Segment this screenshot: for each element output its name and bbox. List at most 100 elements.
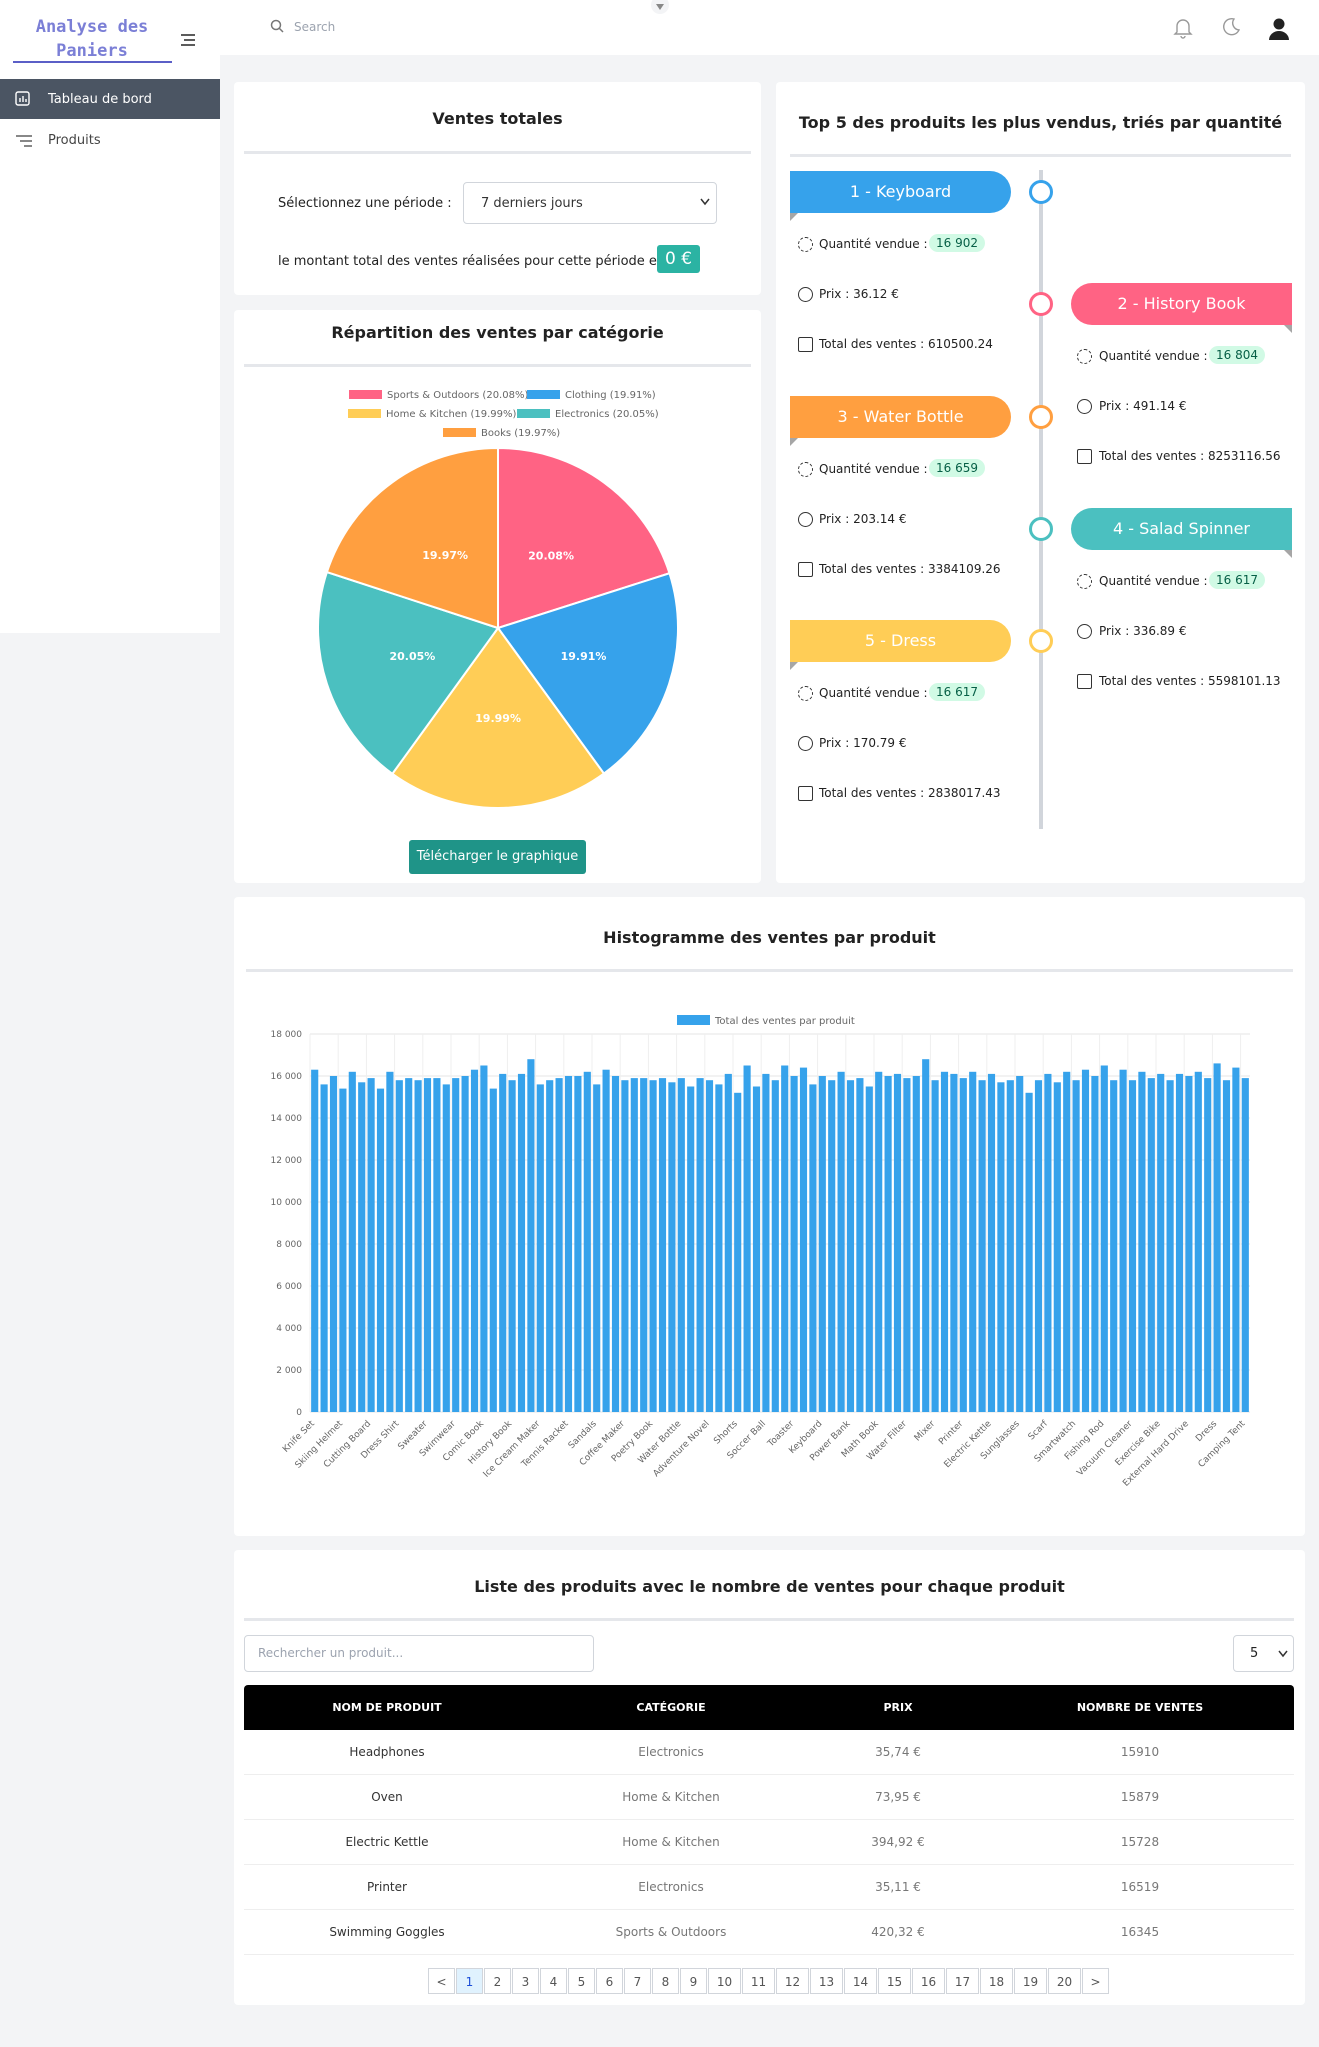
- bar: [959, 1078, 967, 1412]
- bar: [865, 1086, 873, 1412]
- search-icon: [270, 19, 284, 33]
- price-icon: [798, 736, 813, 751]
- page-button[interactable]: 15: [878, 1968, 911, 1994]
- bar: [358, 1082, 366, 1412]
- page-button[interactable]: >: [1082, 1968, 1109, 1994]
- y-tick-label: 2 000: [276, 1366, 302, 1376]
- product-search[interactable]: [244, 1635, 594, 1672]
- page-button[interactable]: 11: [742, 1968, 775, 1994]
- rank-tab: [790, 662, 798, 670]
- legend-label: Total des ventes par produit: [714, 1016, 855, 1027]
- download-button[interactable]: Télécharger le graphique: [409, 840, 586, 874]
- y-tick-label: 8 000: [276, 1240, 302, 1250]
- price-icon: [1077, 399, 1092, 414]
- notification-icon[interactable]: [1172, 16, 1194, 40]
- x-tick-label: Mixer: [913, 1419, 938, 1444]
- menu-toggle[interactable]: [180, 32, 198, 48]
- page-button[interactable]: 17: [946, 1968, 979, 1994]
- page-button[interactable]: 4: [540, 1968, 567, 1994]
- page-button[interactable]: 13: [810, 1968, 843, 1994]
- page-button[interactable]: 2: [484, 1968, 511, 1994]
- period-select[interactable]: [463, 182, 717, 224]
- legend-swatch: [348, 409, 381, 418]
- bar: [367, 1078, 375, 1412]
- table-cell: 73,95 €: [875, 1790, 921, 1804]
- bar: [536, 1084, 544, 1412]
- page-button[interactable]: 16: [912, 1968, 945, 1994]
- bar: [564, 1076, 573, 1412]
- bar: [884, 1076, 892, 1412]
- bar: [621, 1080, 629, 1412]
- rank-tab: [790, 438, 798, 446]
- timeline-dot: [1029, 629, 1053, 653]
- table-cell: 15910: [1120, 1745, 1160, 1759]
- period-label: Sélectionnez une période :: [278, 196, 452, 211]
- menu-label[interactable]: Tableau de bord: [48, 92, 152, 107]
- bar: [508, 1080, 516, 1412]
- page-button[interactable]: 3: [512, 1968, 539, 1994]
- total-icon: [1077, 449, 1092, 464]
- period-value: 7 derniers jours: [481, 196, 583, 211]
- bar: [1241, 1078, 1249, 1412]
- bar: [658, 1078, 667, 1412]
- page-button[interactable]: 7: [624, 1968, 651, 1994]
- bar: [1147, 1078, 1155, 1412]
- total-icon: [798, 786, 813, 801]
- price-icon: [798, 287, 813, 302]
- page-button[interactable]: 12: [776, 1968, 809, 1994]
- divider: [790, 154, 1291, 157]
- page-button[interactable]: 19: [1014, 1968, 1047, 1994]
- bar: [856, 1078, 864, 1412]
- legend-swatch: [527, 390, 560, 399]
- table-cell: 15728: [1120, 1835, 1160, 1849]
- bar: [752, 1086, 761, 1412]
- page-button[interactable]: 14: [844, 1968, 877, 1994]
- menu-item-active[interactable]: [0, 79, 220, 119]
- page-button[interactable]: 8: [652, 1968, 679, 1994]
- bar: [329, 1076, 338, 1412]
- page-size-value: 5: [1250, 1646, 1259, 1661]
- bar: [978, 1080, 986, 1412]
- page-button[interactable]: 5: [568, 1968, 595, 1994]
- user-avatar[interactable]: [1264, 13, 1294, 43]
- timeline-dot: [1029, 292, 1053, 316]
- legend-swatch: [443, 428, 476, 437]
- dark-mode-icon[interactable]: [1220, 16, 1242, 38]
- bar: [837, 1071, 845, 1412]
- quantity-label: Quantité vendue :: [1099, 349, 1208, 363]
- y-tick-label: 6 000: [276, 1282, 302, 1292]
- menu-label[interactable]: Produits: [48, 133, 101, 148]
- total-text: Total des ventes : 5598101.13: [1099, 674, 1281, 688]
- page-button[interactable]: 20: [1048, 1968, 1081, 1994]
- column-header: NOMBRE DE VENTES: [1076, 1701, 1204, 1714]
- bar: [527, 1059, 535, 1412]
- y-tick-label: 12 000: [271, 1156, 303, 1166]
- search-input[interactable]: Search: [294, 20, 336, 34]
- slice-label: 19.99%: [475, 712, 521, 725]
- page-button[interactable]: 6: [596, 1968, 623, 1994]
- table-cell: 35,74 €: [875, 1745, 921, 1759]
- table-cell: 35,11 €: [875, 1880, 921, 1894]
- bar: [470, 1069, 479, 1412]
- bar-chart: 0 2 000 4 000 6 000 8 000 10 000 12 000 14 000 1…: [271, 1015, 1250, 1489]
- table-cell: Printer: [367, 1880, 407, 1894]
- y-tick-label: 18 000: [271, 1030, 303, 1040]
- page-button[interactable]: 10: [708, 1968, 741, 1994]
- y-tick-label: 16 000: [271, 1072, 303, 1082]
- quantity-icon: [798, 462, 813, 477]
- rank-box: 5 - Dress: [790, 620, 1011, 662]
- price-text: Prix : 491.14 €: [1099, 399, 1187, 413]
- legend-label: Books (19.97%): [481, 428, 560, 439]
- table-header: [244, 1685, 1294, 1730]
- bar: [546, 1080, 554, 1412]
- page-size-select[interactable]: [1233, 1635, 1294, 1672]
- page-button[interactable]: 18: [980, 1968, 1013, 1994]
- x-tick-label: Adventure Novel: [652, 1419, 712, 1479]
- bar: [423, 1078, 432, 1412]
- page-button[interactable]: 1: [456, 1968, 483, 1994]
- page-button[interactable]: <: [428, 1968, 455, 1994]
- page-button[interactable]: 9: [680, 1968, 707, 1994]
- bar: [1175, 1073, 1184, 1412]
- collapse-toggle[interactable]: [650, 0, 670, 16]
- legend-swatch: [349, 390, 382, 399]
